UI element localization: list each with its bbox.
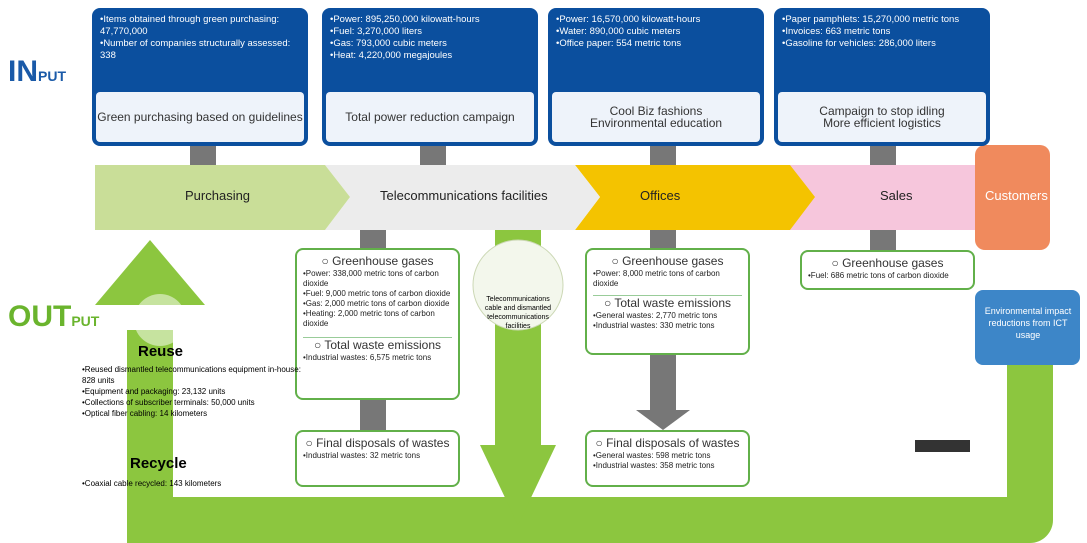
list-item: •Collections of subscriber terminals: 50… <box>82 398 255 407</box>
input-item: •Paper pamphlets: 15,270,000 metric tons <box>782 14 960 25</box>
box-title: ○ Greenhouse gases <box>321 254 434 268</box>
purchasing-band <box>95 165 350 230</box>
label-sub: PUT <box>38 68 66 84</box>
customers-box <box>975 145 1050 250</box>
customers-note: Environmental impact reductions from ICT… <box>984 306 1072 340</box>
item-list: •Reused dismantled telecommunications eq… <box>82 364 302 419</box>
caption-line: Campaign to stop idling <box>819 104 945 118</box>
caption-line: Environmental education <box>589 116 723 130</box>
input-item: •Power: 895,250,000 kilowatt-hours <box>330 14 480 25</box>
input-caption: Cool Biz fashions Environmental education <box>552 92 760 142</box>
list-item: •Power: 8,000 metric tons of carbon diox… <box>593 269 720 288</box>
input-box: •Power: 895,250,000 kilowatt-hours •Fuel:… <box>322 8 538 146</box>
list-item: •General wastes: 598 metric tons <box>593 451 711 460</box>
caption-line: Green purchasing based on guidelines <box>97 110 303 124</box>
input-box: •Paper pamphlets: 15,270,000 metric tons… <box>774 8 990 146</box>
item-list: •Industrial wastes: 32 metric tons <box>303 451 452 461</box>
input-caption: Campaign to stop idling More efficient lo… <box>778 92 986 142</box>
caption-line: More efficient logistics <box>823 116 941 130</box>
box-title: ○ Total waste emissions <box>593 295 742 311</box>
stage: Customers <box>985 188 1048 203</box>
input-item: •Office paper: 554 metric tons <box>556 38 682 49</box>
arrow-head <box>480 445 556 525</box>
input-item: •Gas: 793,000 cubic meters <box>330 38 447 49</box>
cable-text: Telecommunications cable and dismantled … <box>484 296 552 330</box>
list-item: •Equipment and packaging: 23,132 units <box>82 387 226 396</box>
label-sub: PUT <box>71 313 100 329</box>
sales-output: ○ Greenhouse gases •Fuel: 686 metric ton… <box>800 250 975 290</box>
telecom-band <box>325 165 600 230</box>
box-title: ○ Total waste emissions <box>303 337 452 353</box>
input-label: INPUT <box>8 55 66 89</box>
stage: Purchasing <box>185 188 251 203</box>
input-box: •Items obtained through green purchasing… <box>92 8 308 146</box>
caption-line: Cool Biz fashions <box>609 104 703 118</box>
stage: Offices <box>640 188 681 203</box>
office-final: ○ Final disposals of wastes •General was… <box>585 430 750 487</box>
input-caption: Green purchasing based on guidelines <box>96 92 304 142</box>
input-box: •Power: 16,570,000 kilowatt-hours •Water:… <box>548 8 764 146</box>
telecom-final: ○ Final disposals of wastes •Industrial … <box>295 430 460 487</box>
item-list: •General wastes: 598 metric tons •Industr… <box>593 451 742 471</box>
box-title: ○ Greenhouse gases <box>611 254 724 268</box>
offices-band <box>575 165 815 230</box>
terminal-icon <box>915 440 970 452</box>
office-output: ○ Greenhouse gases •Power: 8,000 metric … <box>585 248 750 355</box>
recycle-arrow <box>127 330 1053 543</box>
item-list: •Fuel: 686 metric tons of carbon dioxide <box>808 271 967 281</box>
list-item: •General wastes: 2,770 metric tons <box>593 311 718 320</box>
customers-note-box <box>975 290 1080 365</box>
list-item: •Industrial wastes: 358 metric tons <box>593 461 715 470</box>
list-item: •Fuel: 9,000 metric tons of carbon dioxi… <box>303 289 451 298</box>
input-item: •Water: 890,000 cubic meters <box>556 26 681 37</box>
list-item: •Coaxial cable recycled: 143 kilometers <box>82 479 222 488</box>
item-list: •Coaxial cable recycled: 143 kilometers <box>82 478 302 489</box>
list-item: •Fuel: 686 metric tons of carbon dioxide <box>808 271 949 280</box>
input-item: •Invoices: 663 metric tons <box>782 26 891 37</box>
list-item: •Industrial wastes: 6,575 metric tons <box>303 353 432 362</box>
reuse-title: Reuse <box>138 343 184 360</box>
input-caption: Total power reduction campaign <box>326 92 534 142</box>
item-list: •Power: 8,000 metric tons of carbon diox… <box>593 269 742 289</box>
box-title: ○ Final disposals of wastes <box>305 436 450 450</box>
cable-circle <box>472 239 564 331</box>
telecom-output: ○ Greenhouse gases •Power: 338,000 metri… <box>295 248 460 400</box>
input-item: •Gasoline for vehicles: 286,000 liters <box>782 38 936 49</box>
list-item: •Gas: 2,000 metric tons of carbon dioxid… <box>303 299 450 308</box>
box-title: ○ Greenhouse gases <box>831 256 944 270</box>
connectors <box>190 144 896 430</box>
collections-text: Collections of subscriber terminals <box>906 465 979 484</box>
sales-band <box>790 165 1000 230</box>
recycle-title: Recycle <box>130 455 187 472</box>
input-item: •Fuel: 3,270,000 liters <box>330 26 423 37</box>
caption-line: Total power reduction campaign <box>345 110 515 124</box>
stage: Telecommunications facilities <box>380 188 548 203</box>
item-list: •Industrial wastes: 6,575 metric tons <box>303 353 452 363</box>
box-title: ○ Final disposals of wastes <box>595 436 740 450</box>
list-item: •Industrial wastes: 32 metric tons <box>303 451 421 460</box>
label-main: IN <box>8 55 38 88</box>
list-item: •Power: 338,000 metric tons of carbon di… <box>303 269 439 288</box>
arrow-head <box>95 240 205 305</box>
label-main: OUT <box>8 300 72 333</box>
input-item: •Number of companies structurally assess… <box>100 38 291 61</box>
input-item: •Power: 16,570,000 kilowatt-hours <box>556 14 701 25</box>
item-list: •General wastes: 2,770 metric tons •Indus… <box>593 311 742 331</box>
item-list: •Power: 338,000 metric tons of carbon di… <box>303 269 452 329</box>
list-item: •Reused dismantled telecommunications eq… <box>82 365 301 385</box>
list-item: •Optical fiber cabling: 14 kilometers <box>82 409 208 418</box>
input-item: •Items obtained through green purchasing… <box>100 14 280 37</box>
input-item: •Heat: 4,220,000 megajoules <box>330 50 453 61</box>
list-item: •Heating: 2,000 metric tons of carbon di… <box>303 309 435 328</box>
list-item: •Industrial wastes: 330 metric tons <box>593 321 715 330</box>
reuse-icon <box>134 294 186 346</box>
output-label: OUTPUT <box>8 300 99 334</box>
stage: Sales <box>880 188 913 203</box>
